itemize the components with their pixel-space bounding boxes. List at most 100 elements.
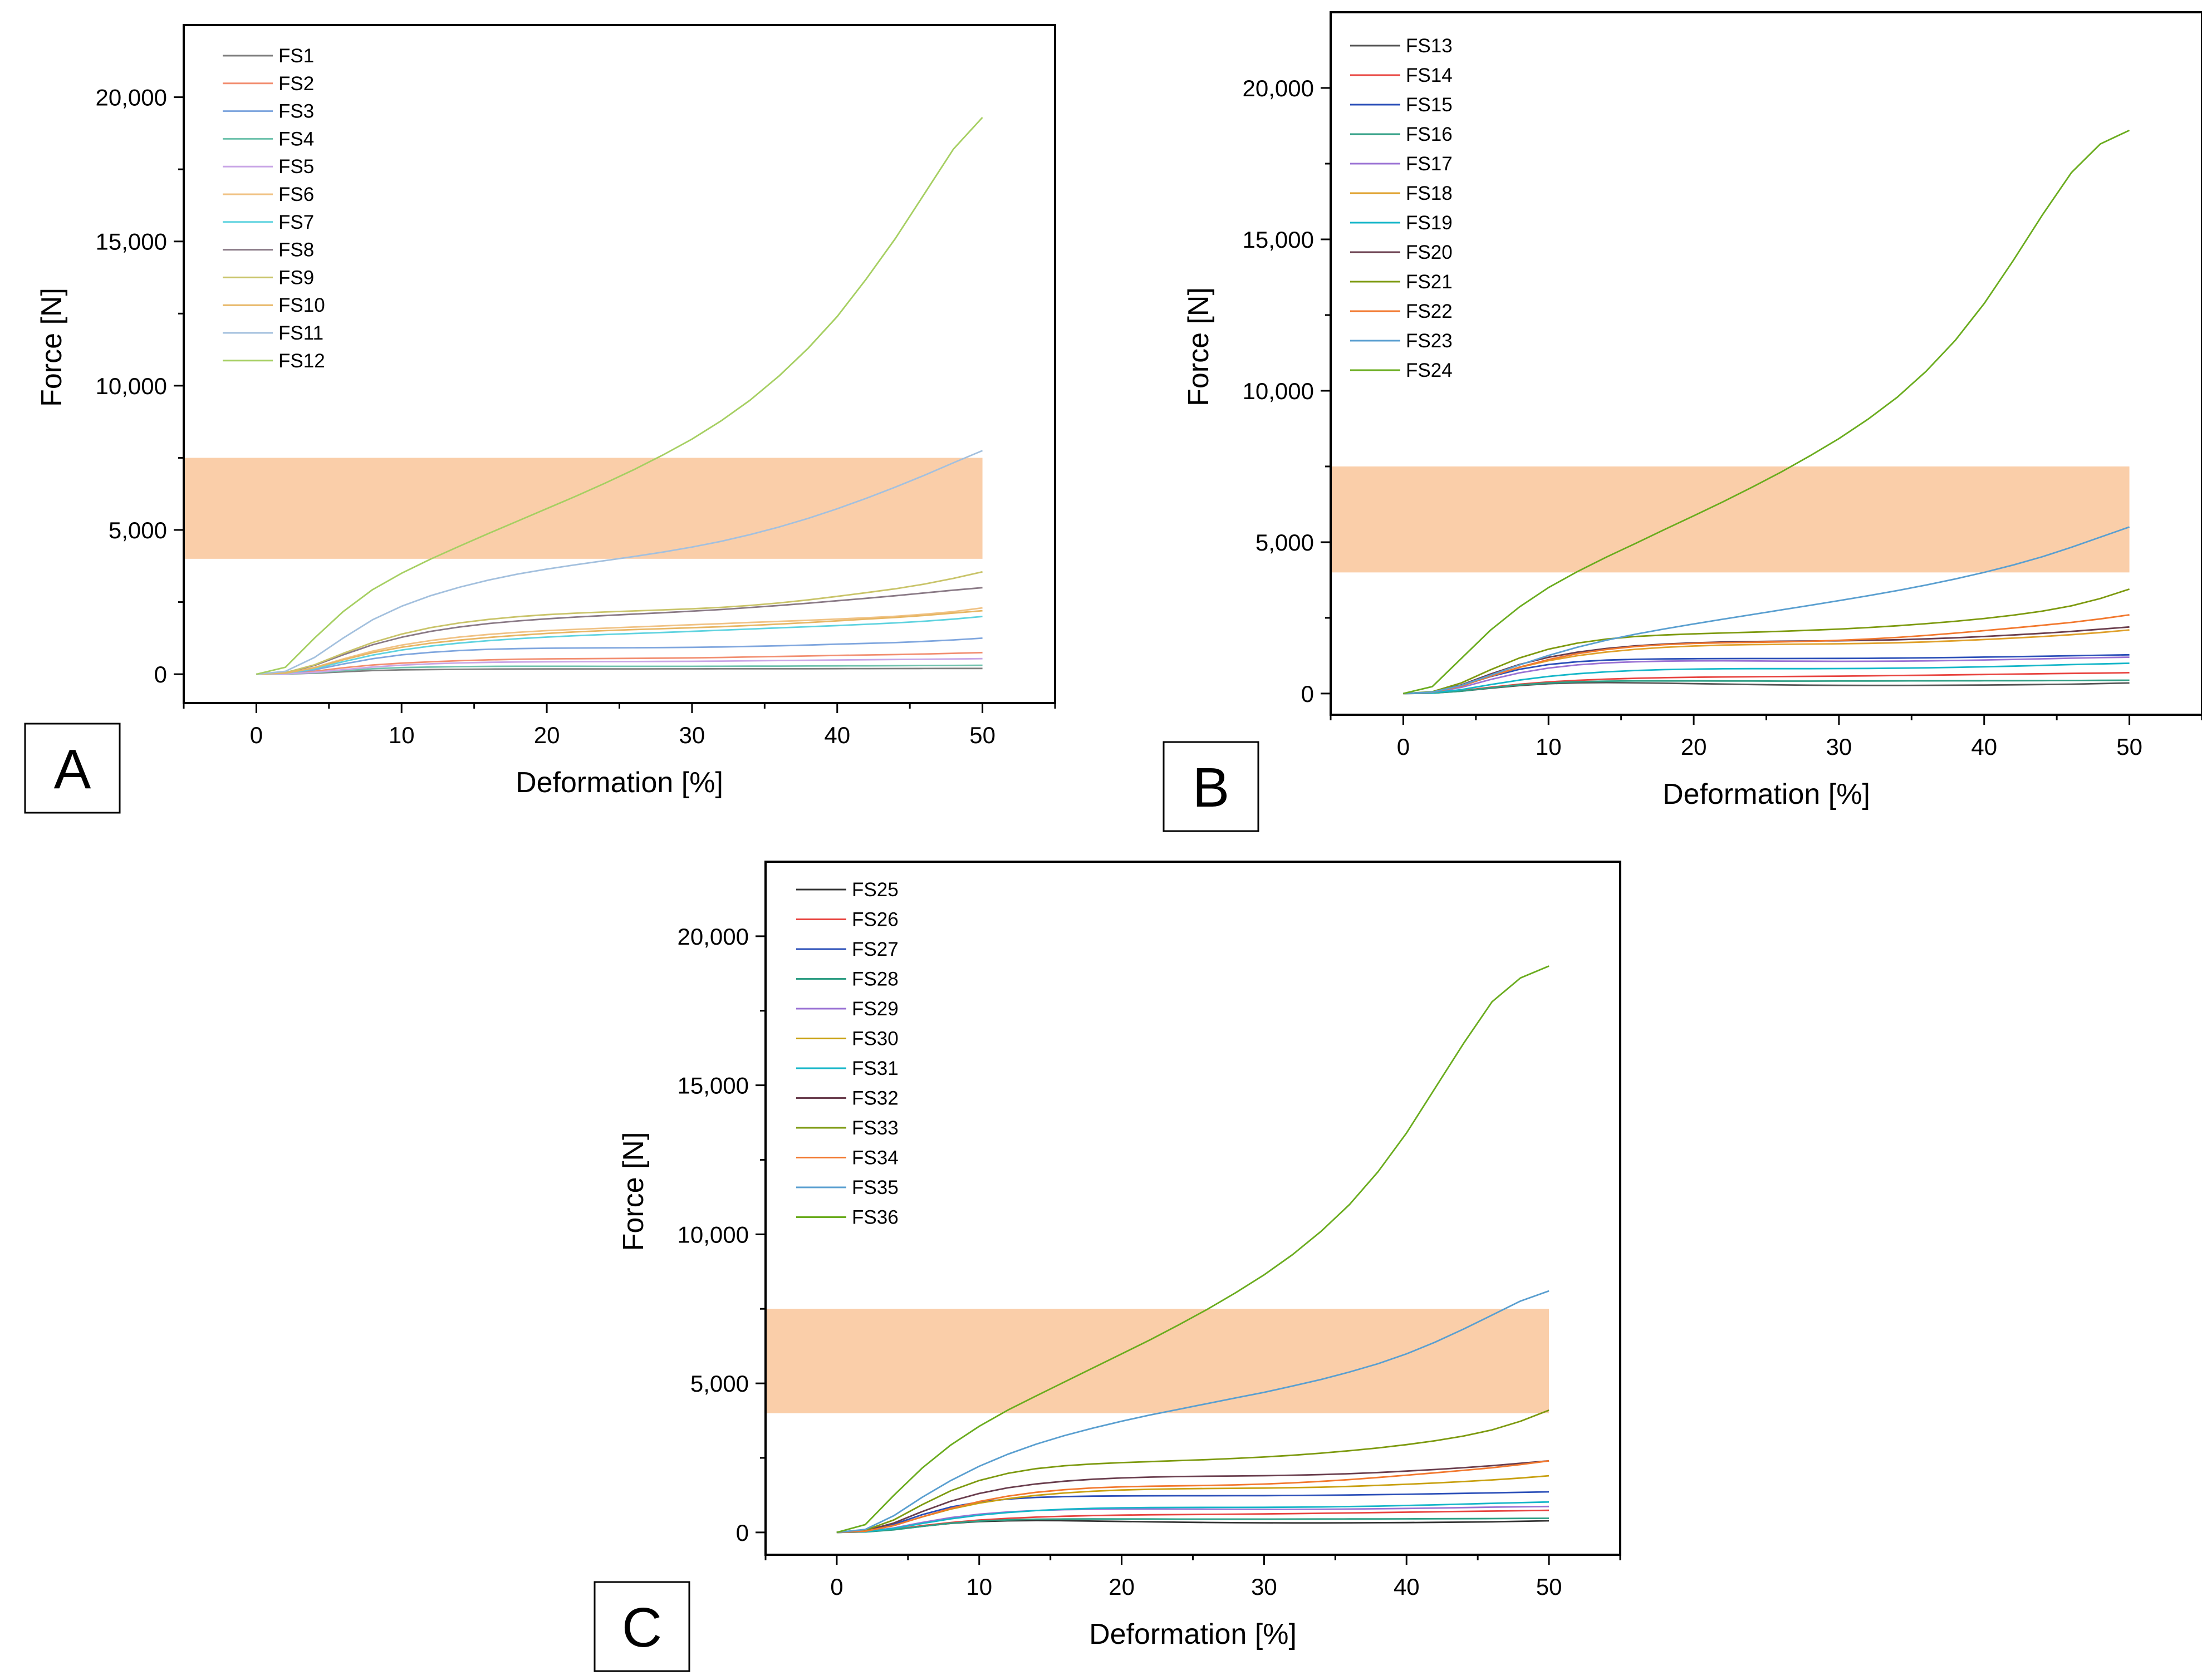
chart-a-x-tick-label: 40 [824,722,850,748]
chart-c-legend-label: FS27 [852,939,899,960]
chart-c-legend: FS25 FS26 FS27 FS28 FS29 FS30 FS31 FS32 FS33 FS34… [796,879,899,1229]
chart-a-series-fs7 [256,616,983,675]
chart-a-series-fs5 [256,657,983,675]
chart-b-y-tick-label: 0 [1301,681,1314,707]
chart-b-legend-label: FS19 [1406,212,1453,234]
chart-a-x-tick-label: 10 [389,722,415,748]
chart-a-series-fs1 [256,667,983,675]
chart-c-series-fs35 [836,1290,1549,1534]
chart-b-y-tick-label: 15,000 [1243,227,1314,253]
chart-a-series-fs11 [256,450,983,675]
chart-a-y-tick-label: 5,000 [109,517,167,543]
chart-c-target-band [766,1309,1549,1413]
chart-c-x-tick-label: 40 [1394,1574,1420,1600]
chart-b-legend-label: FS15 [1406,94,1453,116]
chart-c-legend-label: FS32 [852,1088,899,1109]
chart-c-y-tick-label: 5,000 [690,1370,749,1397]
chart-a-series-fs6 [256,607,983,675]
chart-c-y-tick-label: 10,000 [678,1221,749,1247]
chart-b-legend-label: FS21 [1406,271,1453,293]
chart-a-series-fs9 [256,571,983,675]
chart-a-legend-label: FS3 [278,101,314,122]
chart-a-legend-label: FS7 [278,212,314,233]
chart-a-legend-label: FS12 [278,350,325,372]
chart-c-x-tick-label: 20 [1109,1574,1135,1600]
chart-c-series-fs31 [836,1501,1549,1534]
chart-a-legend-label: FS11 [278,322,323,344]
chart-a-panel-label: A [54,738,91,800]
chart-a-x-tick-label: 0 [250,722,263,748]
chart-a-legend-label: FS5 [278,156,314,178]
chart-c-y-axis-title: Force [N] [617,1132,650,1251]
chart-b-legend-label: FS17 [1406,153,1453,175]
chart-a-legend-label: FS1 [278,45,314,67]
chart-b-panel-label-box [1163,741,1259,832]
chart-a-y-tick-label: 15,000 [96,229,167,255]
chart-a-panel-label-box [24,723,121,814]
chart-b-x-tick-label: 10 [1536,734,1562,760]
chart-b-x-tick-label: 20 [1681,734,1707,760]
chart-a-legend-label: FS9 [278,267,314,288]
chart-a-x-tick-label: 30 [679,722,705,748]
chart-b-legend: FS13 FS14 FS15 FS16 FS17 FS18 FS19 FS20 FS21 FS22… [1350,35,1453,381]
chart-b-legend-label: FS24 [1406,360,1453,381]
chart-a-series-fs10 [256,610,983,675]
chart-b-legend-label: FS16 [1406,124,1453,145]
chart-c-series-fs30 [836,1475,1549,1534]
chart-a-y-tick-label: 10,000 [96,373,167,399]
chart-c-series-fs36 [836,965,1549,1534]
chart-a-legend-label: FS2 [278,73,314,95]
chart-b: 0 10 20 30 40 50 0 5,000 10,000 15,000 20,000 Defor… [1163,11,2202,832]
chart-a-legend-label: FS6 [278,184,314,205]
chart-a-legend-label: FS10 [278,294,325,316]
chart-c-panel-label-box [594,1581,690,1672]
chart-b-legend-label: FS14 [1406,65,1453,86]
chart-c-legend-label: FS31 [852,1058,899,1079]
chart-c-series-fs27 [836,1491,1549,1534]
chart-a-series-fs2 [256,651,983,675]
chart-b-y-tick-label: 20,000 [1243,75,1314,101]
chart-b-x-tick-label: 0 [1397,734,1410,760]
chart-c-series-fs34 [836,1460,1549,1534]
chart-c-x-tick-label: 0 [830,1574,843,1600]
chart-c-legend-label: FS34 [852,1147,899,1169]
chart-a-y-tick-label: 20,000 [96,85,167,111]
chart-c-legend-label: FS25 [852,879,899,901]
chart-b-x-tick-label: 30 [1826,734,1852,760]
chart-a-x-tick-label: 50 [969,722,995,748]
chart-b-series-fs16 [1403,679,2130,695]
chart-b-series-fs17 [1403,656,2130,695]
chart-b-series-fs14 [1403,672,2130,695]
chart-c-y-tick-label: 15,000 [678,1073,749,1099]
chart-a-series-fs12 [256,116,983,675]
chart-c-series-fs33 [836,1409,1549,1534]
chart-b-legend-label: FS13 [1406,35,1453,57]
chart-c-x-tick-label: 50 [1536,1574,1562,1600]
chart-b-series-fs21 [1403,588,2130,695]
chart-b-series-fs19 [1403,662,2130,695]
chart-b-x-tick-label: 50 [2116,734,2142,760]
chart-c: 0 10 20 30 40 50 0 5,000 10,000 15,000 20,000 Defor… [594,861,1621,1672]
chart-a-x-axis-title: Deformation [%] [516,767,723,799]
chart-b-y-tick-label: 10,000 [1243,378,1314,404]
chart-b-y-axis-title: Force [N] [1183,287,1215,406]
chart-c-legend-label: FS30 [852,1028,899,1050]
chart-a-legend: FS1 FS2 FS3 FS4 FS5 FS6 FS7 FS8 FS9 FS10 FS11 FS12 [223,45,325,372]
chart-a-target-band [184,458,983,559]
chart-b-y-tick-label: 5,000 [1256,529,1314,556]
chart-a-y-axis-title: Force [N] [36,288,68,407]
chart-b-series-fs23 [1403,526,2130,695]
chart-c-x-axis-title: Deformation [%] [1089,1618,1297,1650]
chart-c-legend-label: FS28 [852,969,899,990]
chart-c-series-fs28 [836,1517,1549,1534]
chart-b-x-axis-title: Deformation [%] [1662,778,1870,810]
chart-c-panel-label: C [622,1597,662,1659]
chart-b-panel-label: B [1193,757,1230,819]
chart-b-target-band [1331,466,2130,573]
chart-b-series-fs24 [1403,129,2130,695]
chart-a-legend-label: FS4 [278,128,314,150]
chart-a-y-tick-label: 0 [154,661,167,687]
chart-b-series-fs22 [1403,614,2130,695]
chart-b-plot-frame [1330,11,2202,716]
